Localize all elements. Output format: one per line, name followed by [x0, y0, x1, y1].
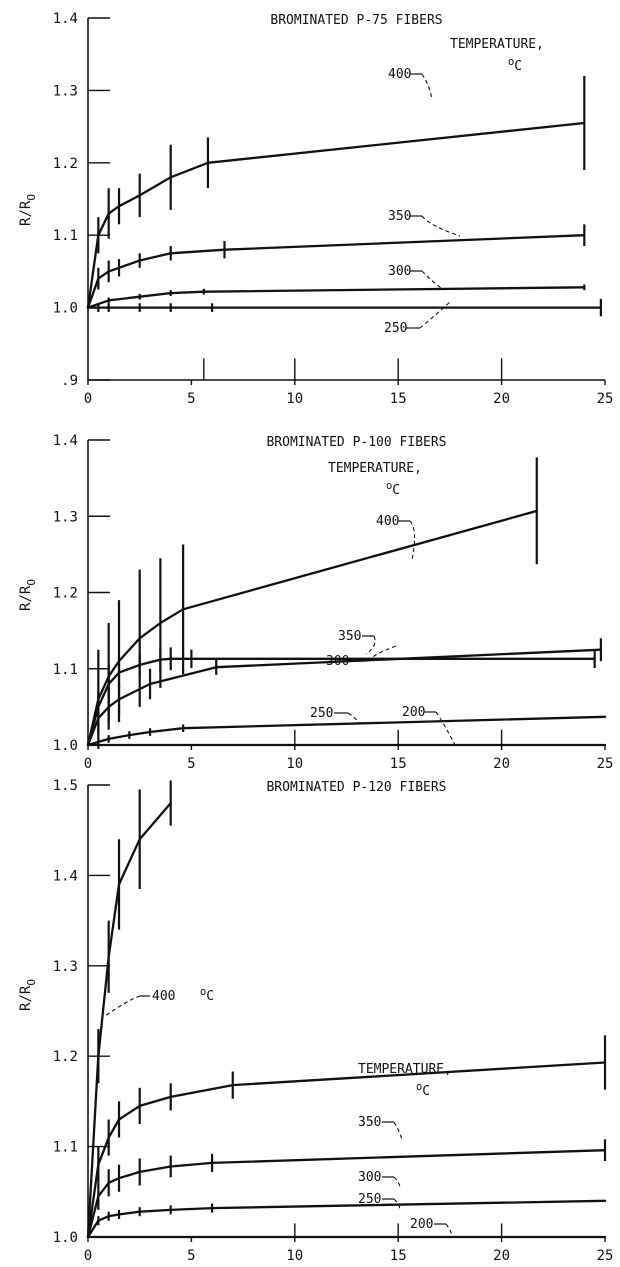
x-tick-label: 20: [493, 1248, 510, 1264]
leader-line: [367, 645, 397, 662]
series-label: 200: [402, 705, 425, 720]
x-tick-label: 25: [597, 756, 614, 772]
series-line-300: [86, 286, 586, 309]
legend-title: TEMPERATURE,: [328, 461, 422, 476]
y-tick-label: 1.3: [53, 509, 78, 525]
legend-unit: oC: [416, 1081, 430, 1099]
chart-title: BROMINATED P-120 FIBERS: [266, 780, 446, 795]
x-tick-label: 5: [187, 391, 195, 407]
x-tick-label: 15: [390, 756, 407, 772]
series-line-350: [86, 657, 596, 747]
series-line-300: [86, 1149, 607, 1239]
x-tick-label: 20: [493, 756, 510, 772]
y-tick-label: 1.5: [53, 778, 78, 794]
leader-line: [421, 73, 433, 101]
y-tick-label: 1.1: [53, 228, 78, 244]
y-tick-label: 1.4: [53, 868, 78, 884]
series-line-400: [86, 509, 538, 747]
x-tick-label: 15: [390, 391, 407, 407]
leader-line: [409, 520, 416, 561]
series-line-250: [86, 1199, 607, 1239]
series-line-350: [86, 1061, 607, 1239]
legend-unit: oC: [386, 480, 400, 498]
y-tick-label: 1.2: [53, 156, 78, 172]
series-label: 350: [358, 1115, 381, 1130]
series-line-250: [86, 715, 607, 747]
y-tick-label: 1.4: [53, 433, 78, 449]
series-label: 250: [358, 1192, 381, 1207]
y-tick-label: 1.1: [53, 1140, 78, 1156]
x-tick-label: 0: [84, 1248, 92, 1264]
y-axis-label: R/RO: [18, 979, 38, 1011]
series-label: 250: [384, 321, 407, 336]
panel-p100: 1.0 1.1 1.2 1.3 1.4 0 5 10 15 20 25 BROMINATED P-10…: [18, 433, 613, 772]
series-label: 350: [388, 209, 411, 224]
x-tick-label: 10: [286, 756, 303, 772]
leader-line: [104, 995, 141, 1017]
series-line-400: [86, 121, 586, 309]
leader-line: [419, 301, 451, 329]
y-tick-label: 1.3: [53, 83, 78, 99]
series-label-unit: oC: [200, 986, 214, 1004]
series-label: 400: [152, 989, 175, 1004]
series-label: 250: [310, 706, 333, 721]
y-tick-label: 1.1: [53, 662, 78, 678]
y-tick-label: 1.2: [53, 1049, 78, 1065]
chart-title: BROMINATED P-100 FIBERS: [266, 435, 446, 450]
series-label: 200: [410, 1217, 433, 1232]
leader-line: [393, 1121, 403, 1141]
axes-frame: [87, 785, 605, 1238]
leader-line: [393, 1176, 401, 1189]
y-tick-label: 1.0: [53, 301, 78, 317]
panel-p75: .9 1.0 1.1 1.2 1.3 1.4 0 5 10 15 20 25 BROMINATED P-…: [18, 11, 613, 407]
x-tick-label: 20: [493, 391, 510, 407]
series-line-400: [86, 801, 172, 1239]
x-tick-label: 0: [84, 756, 92, 772]
leader-line: [435, 711, 456, 746]
series-label: 350: [338, 629, 361, 644]
leader-line: [365, 635, 376, 655]
leader-line: [421, 215, 461, 237]
x-tick-label: 0: [84, 391, 92, 407]
x-tick-label: 5: [187, 1248, 195, 1264]
x-tick-label: 10: [286, 1248, 303, 1264]
series-label: 300: [358, 1170, 381, 1185]
axes-frame: [87, 440, 605, 746]
series-line-350: [86, 234, 586, 309]
leader-line: [347, 712, 361, 725]
panel-p120: 1.0 1.1 1.2 1.3 1.4 1.5 0 5 10 15 20 25 BROMINATED P…: [18, 778, 614, 1264]
legend-unit: oC: [508, 56, 522, 74]
series-label: 400: [388, 67, 411, 82]
series-label: 400: [376, 514, 399, 529]
series-label: 300: [388, 264, 411, 279]
axes-frame: [87, 18, 605, 381]
x-tick-label: 25: [597, 391, 614, 407]
x-tick-label: 25: [597, 1248, 614, 1264]
y-tick-label: 1.2: [53, 586, 78, 602]
x-tick-label: 15: [390, 1248, 407, 1264]
x-tick-label: 5: [187, 756, 195, 772]
leader-line: [421, 270, 445, 291]
series-label: 300: [326, 654, 349, 669]
y-tick-label: 1.3: [53, 959, 78, 975]
y-axis-label: R/RO: [18, 194, 38, 226]
y-tick-label: .9: [61, 373, 78, 389]
y-axis-label: R/RO: [18, 579, 38, 611]
legend-title: TEMPERATURE,: [450, 37, 544, 52]
chart-title: BROMINATED P-75 FIBERS: [270, 13, 442, 28]
y-tick-label: 1.0: [53, 738, 78, 754]
leader-line: [393, 1198, 401, 1211]
y-tick-label: 1.4: [53, 11, 78, 27]
leader-line: [445, 1223, 453, 1238]
y-tick-label: 1.0: [53, 1230, 78, 1246]
x-tick-label: 10: [286, 391, 303, 407]
